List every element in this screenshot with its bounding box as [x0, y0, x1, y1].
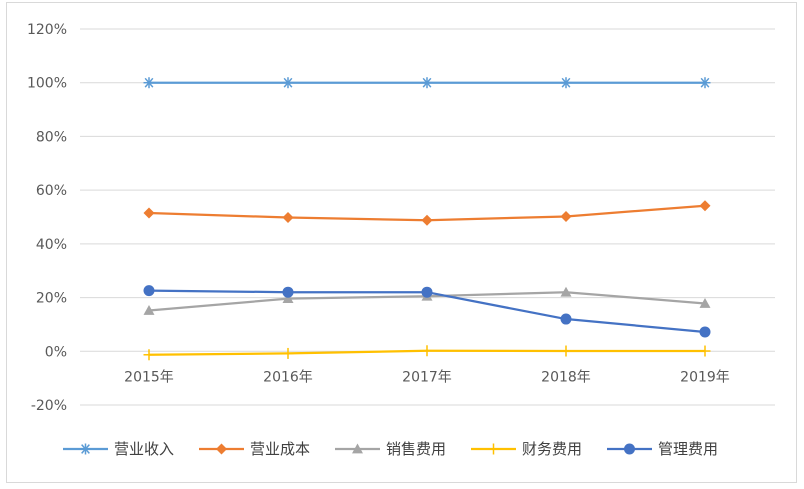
data-point-0-4 [699, 77, 711, 89]
y-tick-label: 120% [27, 22, 67, 38]
x-axis-labels: 2015年 2016年 2017年 2018年 2019年 [124, 369, 730, 385]
data-point-3-1 [282, 347, 294, 359]
data-point-0-0 [143, 77, 155, 89]
data-point-1-3 [560, 210, 572, 222]
data-point-4-0 [143, 285, 155, 297]
y-tick-label: 100% [27, 76, 67, 92]
x-tick-label: 2019年 [680, 369, 730, 385]
x-tick-label: 2017年 [402, 369, 452, 385]
data-point-0-1 [282, 77, 294, 89]
data-point-2-4 [699, 297, 711, 308]
legend-label: 销售费用 [386, 440, 446, 458]
y-tick-label: 80% [36, 129, 67, 145]
legend: 营业收入 营业成本 销售费用 财务费用 管理费用 [63, 440, 718, 458]
legend-marker [352, 443, 363, 454]
data-point-4-3 [560, 313, 572, 325]
data-point-4-4 [699, 326, 711, 338]
series-markers [143, 77, 711, 361]
legend-label: 营业成本 [250, 440, 310, 458]
data-point-0-3 [560, 77, 572, 89]
data-point-0-2 [421, 77, 433, 89]
legend-label: 管理费用 [658, 440, 718, 458]
x-tick-label: 2018年 [541, 369, 591, 385]
y-tick-label: 20% [36, 291, 67, 307]
y-tick-label: 60% [36, 183, 67, 199]
x-tick-label: 2016年 [263, 369, 313, 385]
legend-marker [488, 443, 499, 455]
data-point-2-1 [282, 293, 294, 304]
legend-marker [216, 443, 227, 455]
data-point-2-0 [143, 304, 155, 315]
legend-marker [80, 443, 91, 455]
data-point-3-0 [143, 349, 155, 361]
data-point-3-3 [560, 345, 572, 357]
legend-item-3: 财务费用 [471, 440, 582, 458]
data-point-4-2 [421, 286, 433, 298]
data-point-1-1 [282, 212, 294, 224]
legend-item-4: 管理费用 [607, 440, 718, 458]
data-point-1-0 [143, 207, 155, 219]
legend-label: 财务费用 [522, 440, 582, 458]
y-tick-label: 0% [45, 344, 67, 360]
data-point-3-2 [421, 345, 433, 357]
legend-label: 营业收入 [114, 440, 174, 458]
data-point-4-1 [282, 286, 294, 298]
legend-item-0: 营业收入 [63, 440, 174, 458]
y-tick-label: 40% [36, 237, 67, 253]
x-tick-label: 2015年 [124, 369, 174, 385]
data-point-1-2 [421, 214, 433, 226]
data-point-1-4 [699, 200, 711, 212]
y-tick-label: -20% [31, 398, 67, 414]
legend-item-2: 销售费用 [335, 440, 446, 458]
y-axis-labels: -20% 0% 20% 40% 60% 80% 100% 120% [27, 22, 67, 414]
data-point-2-3 [560, 286, 572, 297]
legend-item-1: 营业成本 [199, 440, 310, 458]
legend-marker [624, 443, 635, 455]
data-point-3-4 [699, 345, 711, 357]
